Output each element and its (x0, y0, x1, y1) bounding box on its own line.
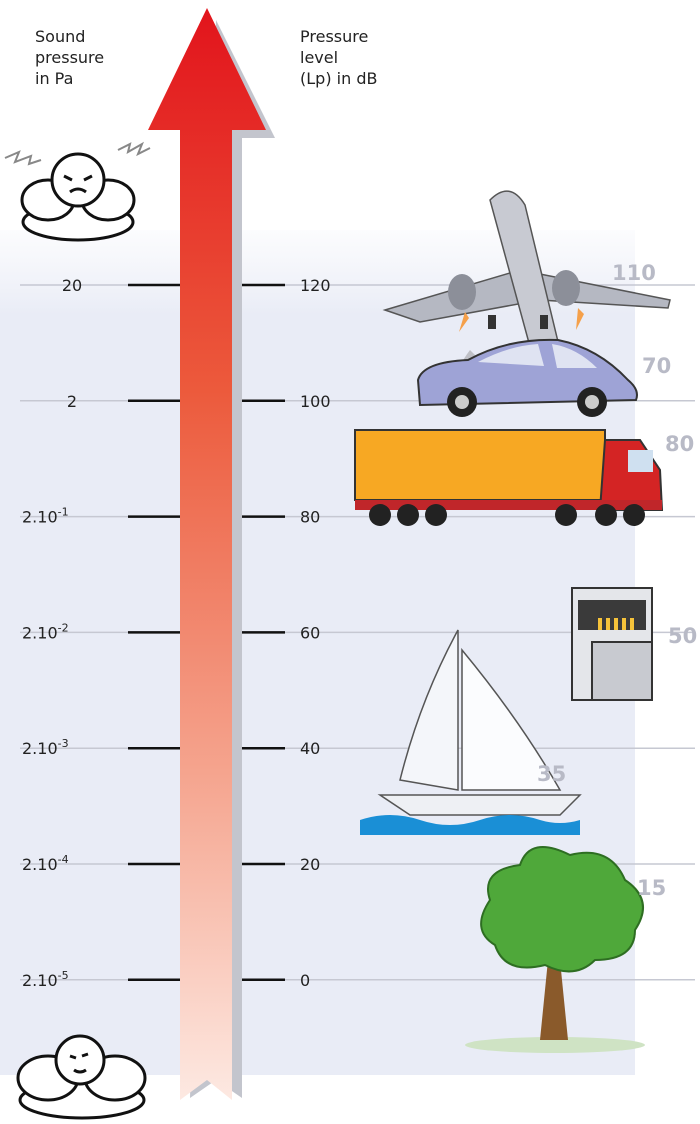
icon-sailboat (360, 629, 582, 835)
source-level: 110 (612, 261, 656, 285)
source-level: 50 (668, 624, 697, 648)
pa-label: 2.10-5 (22, 969, 69, 990)
pa-exp: -1 (58, 506, 69, 519)
pa-label: 2 (67, 392, 77, 411)
db-label: 120 (300, 276, 331, 295)
pa-exp: -4 (58, 853, 69, 866)
pa-base: 2 (67, 392, 77, 411)
source-level: 15 (637, 876, 666, 900)
icon-car (416, 338, 638, 417)
db-label: 0 (300, 971, 310, 990)
pa-label: 20 (62, 276, 82, 295)
db-label: 20 (300, 855, 320, 874)
pa-label: 2.10-4 (22, 853, 69, 874)
pa-base: 2.10 (22, 855, 58, 874)
icon-truck (354, 429, 664, 526)
pa-base: 2.10 (22, 508, 58, 527)
db-label: 80 (300, 508, 320, 527)
db-label: 100 (300, 392, 331, 411)
pa-exp: -2 (58, 621, 69, 634)
header-pa: Sound pressure in Pa (35, 27, 104, 88)
pa-label: 2.10-3 (22, 737, 69, 758)
source-level: 80 (665, 432, 694, 456)
icon-plane (382, 190, 671, 410)
icon-tree (465, 846, 645, 1053)
pa-base: 2.10 (22, 623, 58, 642)
header-db: Pressure level (Lp) in dB (300, 27, 377, 88)
source-level: 35 (537, 762, 566, 786)
arrow (148, 8, 266, 1100)
icon-dishwasher (571, 587, 653, 701)
source-level: 70 (642, 354, 671, 378)
pa-label: 2.10-2 (22, 621, 69, 642)
db-label: 60 (300, 623, 320, 642)
icon-annoyed-face (4, 141, 151, 242)
pa-base: 20 (62, 276, 82, 295)
pa-label: 2.10-1 (22, 506, 69, 527)
pa-exp: -5 (58, 969, 69, 982)
pa-base: 2.10 (22, 739, 58, 758)
db-label: 40 (300, 739, 320, 758)
pa-base: 2.10 (22, 971, 58, 990)
pa-exp: -3 (58, 737, 69, 750)
icon-calm-face (16, 1034, 147, 1120)
